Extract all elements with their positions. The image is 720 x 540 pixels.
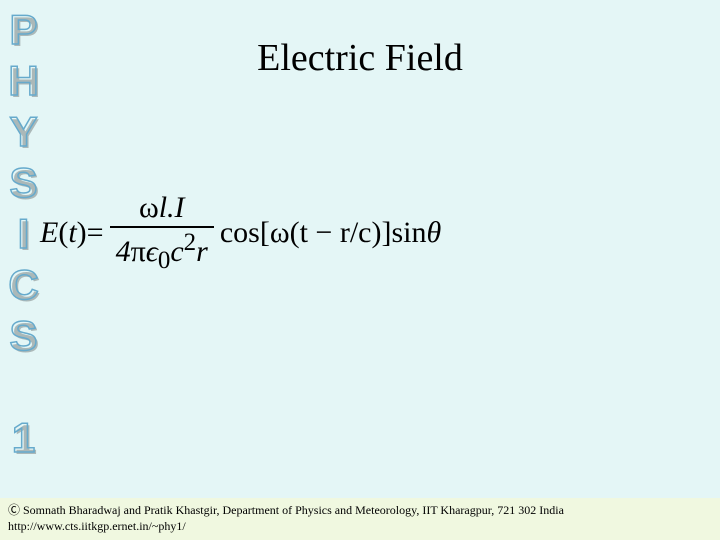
footer: Ⓒ Somnath Bharadwaj and Pratik Khastgir,… xyxy=(0,498,720,540)
eq-lhs-var: E xyxy=(40,216,58,250)
eq-equals: = xyxy=(87,216,104,250)
slide-title: Electric Field xyxy=(0,36,720,80)
eq-cos: cos xyxy=(220,216,260,250)
eq-sin: sin xyxy=(391,216,426,250)
eq-cos-arg: [ω(t − r/c)] xyxy=(260,216,392,250)
footer-copyright: Ⓒ Somnath Bharadwaj and Pratik Khastgir,… xyxy=(8,503,712,519)
footer-url: http://www.cts.iitkgp.ernet.in/~phy1/ xyxy=(8,519,712,535)
eq-lhs-open: ( xyxy=(58,216,68,250)
eq-sin-arg: θ xyxy=(427,216,442,250)
main-area: PHYSICS 1 Electric Field E ( t ) = ωl.I … xyxy=(0,0,720,498)
eq-lhs-arg: t xyxy=(68,216,76,250)
equation: E ( t ) = ωl.I 4πϵ0c2r cos [ω(t − r/c)] … xyxy=(40,190,680,276)
eq-numerator: ωl.I xyxy=(133,190,191,226)
eq-denominator: 4πϵ0c2r xyxy=(110,228,214,276)
eq-fraction: ωl.I 4πϵ0c2r xyxy=(110,190,214,276)
slide: PHYSICS 1 Electric Field E ( t ) = ωl.I … xyxy=(0,0,720,540)
eq-lhs-close: ) xyxy=(77,216,87,250)
